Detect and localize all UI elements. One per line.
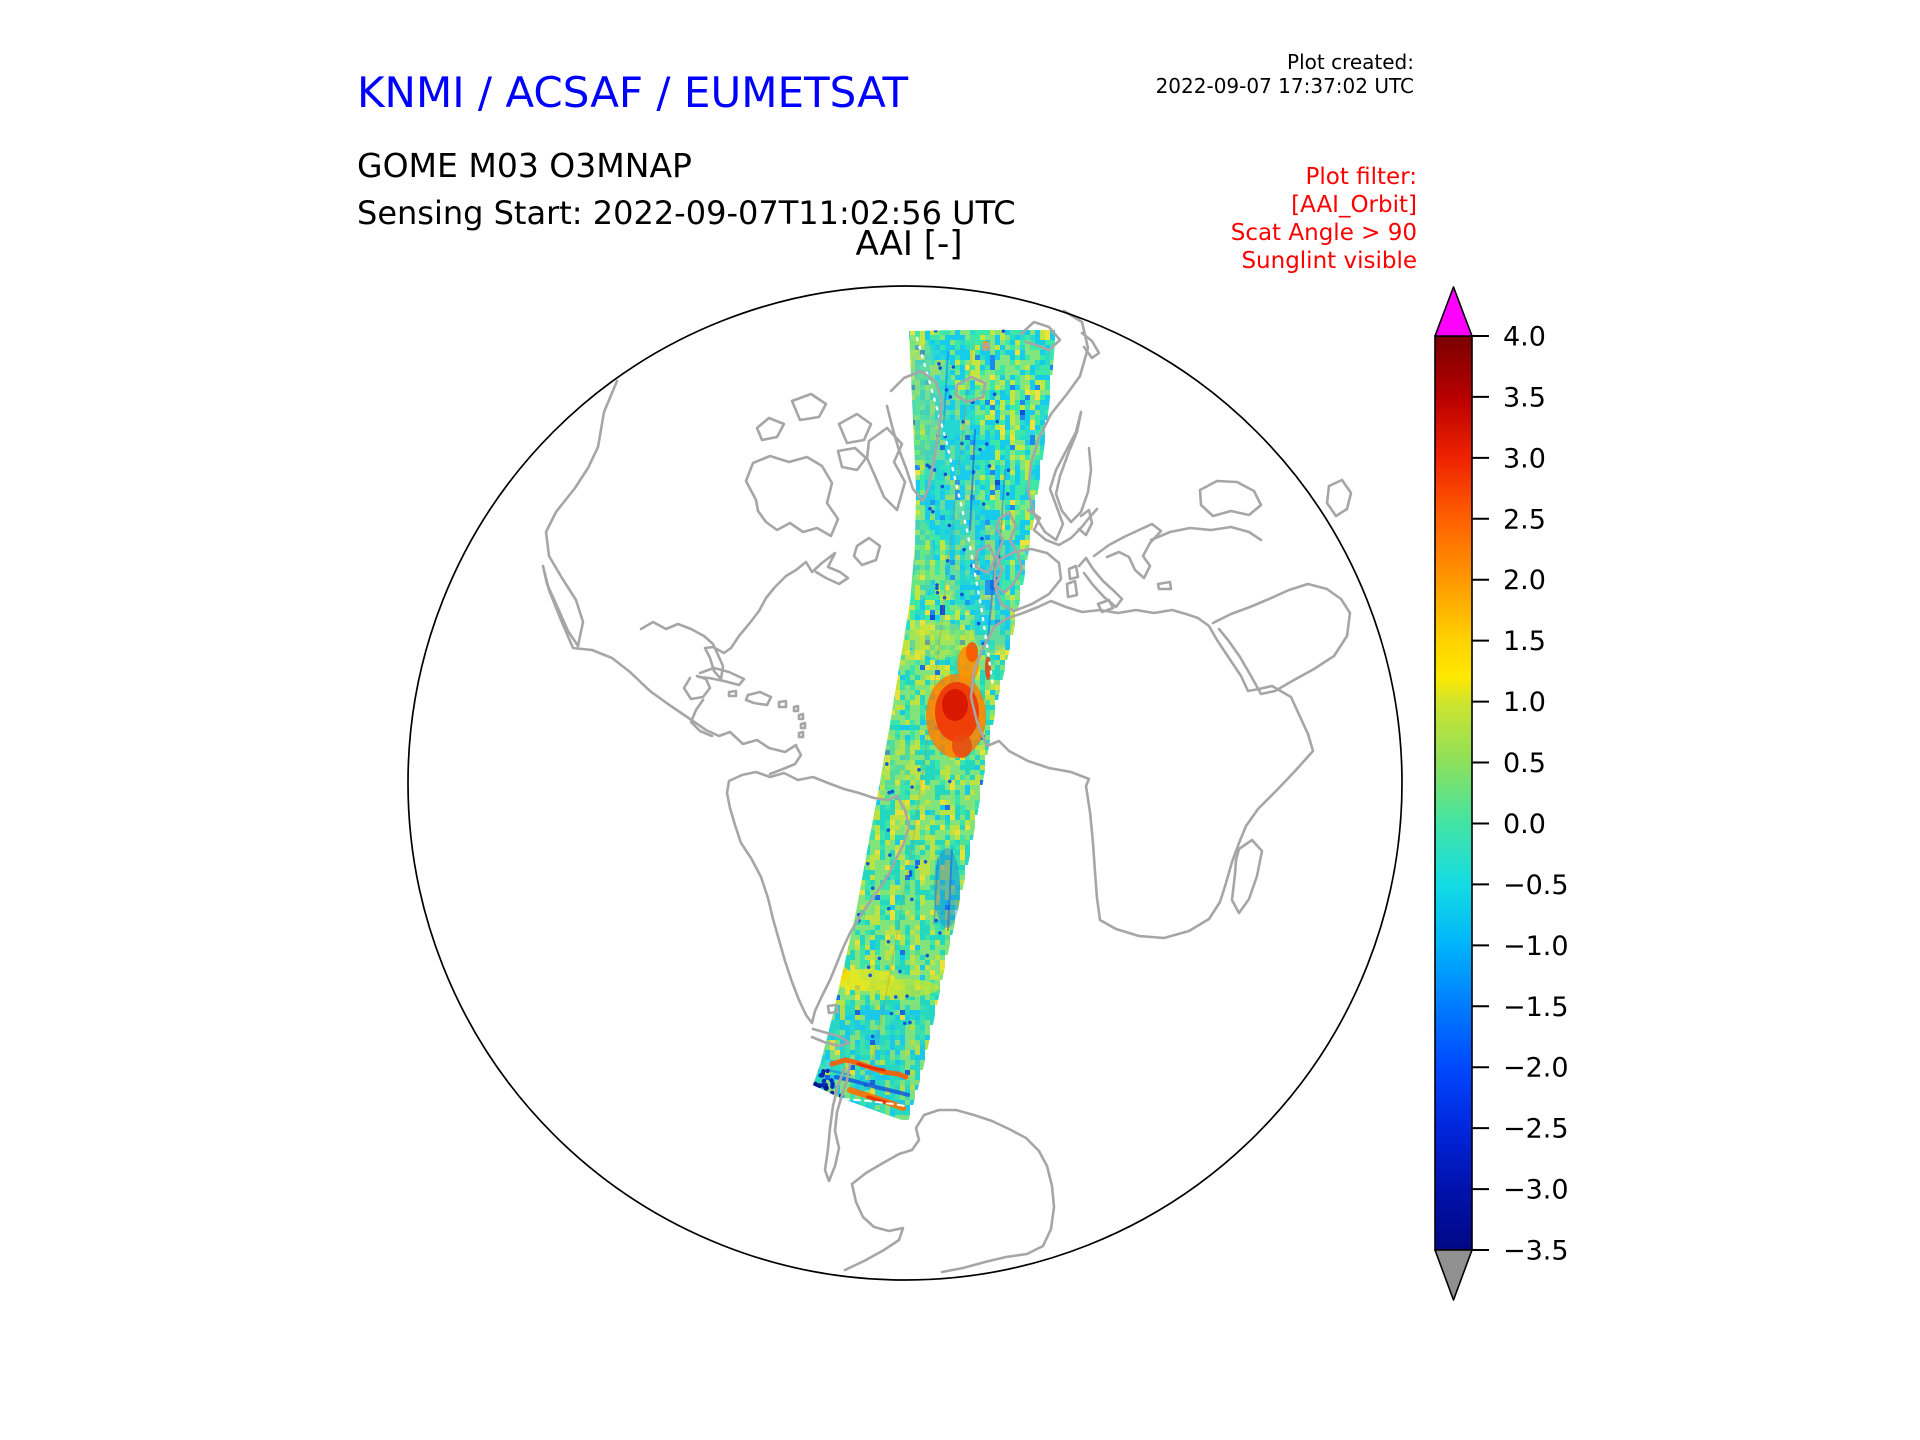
colorbar-tick-label: 3.0	[1503, 443, 1546, 474]
plot-filter-line: [AAI_Orbit]	[1291, 192, 1417, 218]
sensing-start: Sensing Start: 2022-09-07T11:02:56 UTC	[357, 194, 1016, 232]
colorbar-tick-label: 3.5	[1503, 382, 1546, 413]
colorbar-tick-label: 1.0	[1503, 687, 1546, 718]
colorbar-over-arrow	[1434, 286, 1473, 337]
colorbar-tick-label: 2.5	[1503, 504, 1546, 535]
org-title: KNMI / ACSAF / EUMETSAT	[357, 68, 909, 117]
colorbar-tick-label: 4.0	[1503, 322, 1546, 353]
colorbar: 4.0 3.5 3.0 2.5 2.0 1.5 1.0 0.5 0.0 −0.5 −1.0 −1.5 −…	[1434, 286, 1569, 1301]
colorbar-tick-label: −3.0	[1503, 1175, 1569, 1206]
plot-created-value: 2022-09-07 17:37:02 UTC	[1155, 74, 1414, 98]
colorbar-tick-label: −1.0	[1503, 931, 1569, 962]
globe-outline	[407, 285, 1403, 1281]
colorbar-tick-label: −1.5	[1503, 992, 1569, 1023]
colorbar-tick-label: 0.5	[1503, 748, 1546, 779]
product-title: GOME M03 O3MNAP	[357, 146, 692, 185]
colorbar-tick-label: −3.5	[1503, 1236, 1569, 1267]
colorbar-tick-label: −2.5	[1503, 1114, 1569, 1145]
colorbar-tick-label: 0.0	[1503, 809, 1546, 840]
colorbar-tick-label: 2.0	[1503, 565, 1546, 596]
colorbar-under-arrow	[1434, 1249, 1473, 1301]
coastlines	[541, 309, 1353, 1274]
plot-created-block: Plot created: 2022-09-07 17:37:02 UTC	[1156, 50, 1414, 98]
colorbar-tick-label: −2.0	[1503, 1053, 1569, 1084]
plot-filter-block: Plot filter: [AAI_Orbit] Scat Angle > 90 Su…	[1231, 163, 1417, 275]
plot-filter-line: Plot filter:	[1305, 164, 1417, 190]
aai-swath	[813, 328, 1055, 1120]
colorbar-tick-label: −0.5	[1503, 870, 1569, 901]
colorbar-gradient	[1434, 335, 1473, 1251]
plot-title: AAI [-]	[855, 224, 963, 264]
plot-created-label: Plot created:	[1287, 50, 1414, 74]
colorbar-tick-label: 1.5	[1503, 626, 1546, 657]
plot-filter-line: Sunglint visible	[1241, 248, 1417, 274]
plot-filter-line: Scat Angle > 90	[1230, 220, 1417, 246]
